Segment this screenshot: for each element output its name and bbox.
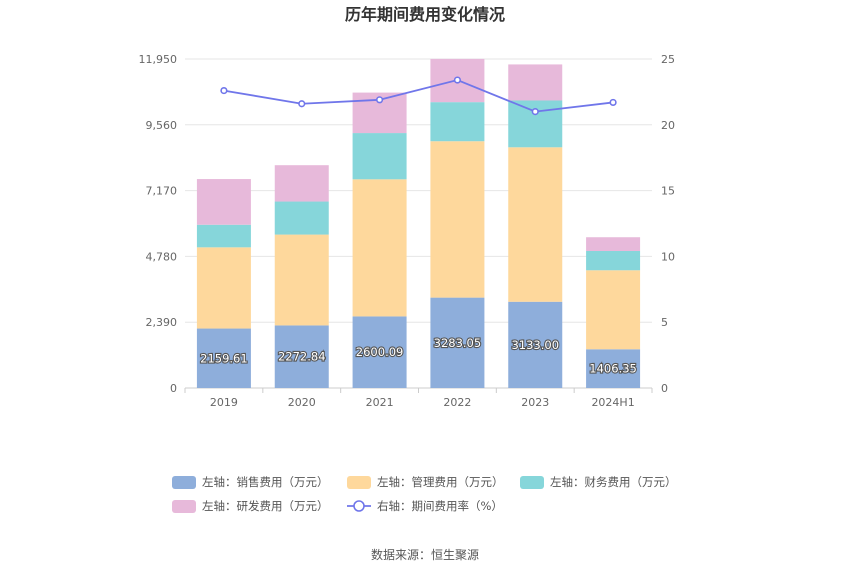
legend-label: 右轴：期间费用率（%）	[377, 499, 503, 513]
grid	[185, 58, 652, 389]
bar-segment	[352, 179, 407, 317]
bar-data-label: 1406.35	[589, 362, 637, 376]
bar-segment	[274, 165, 329, 202]
left-axis-tick: 2,390	[146, 316, 178, 329]
bar-segment	[274, 325, 329, 388]
legend-swatch	[347, 476, 371, 489]
bar-data-label: 2272.84	[278, 350, 326, 364]
bar-segment	[586, 237, 641, 251]
right-axis-tick: 25	[661, 53, 675, 66]
legend-swatch	[172, 476, 196, 489]
bar-segment	[196, 247, 251, 329]
left-axis-tick: 4,780	[146, 250, 178, 263]
axes: 0 0 2,390 5 4,780 10 7,170 15 9,560 20 11,950 25 201…	[139, 53, 676, 409]
bar-segment	[352, 133, 407, 180]
bar-segment	[586, 349, 641, 388]
x-axis-label: 2024H1	[591, 396, 634, 409]
source-note: 数据来源：恒生聚源	[371, 547, 479, 562]
legend-item[interactable]: 左轴：管理费用（万元）	[347, 475, 504, 489]
x-axis-label: 2023	[521, 396, 549, 409]
rate-line-point	[609, 98, 617, 107]
bar-segment	[196, 224, 251, 248]
right-axis-tick: 0	[661, 382, 668, 395]
bar-segment	[508, 147, 563, 302]
x-axis-label: 2021	[366, 396, 394, 409]
rate-line-point	[375, 96, 384, 104]
right-axis-tick: 15	[661, 185, 675, 198]
x-axis-label: 2020	[288, 396, 316, 409]
bars	[196, 58, 641, 388]
bar-data-label: 3283.05	[434, 336, 482, 350]
bar-segment	[352, 316, 407, 388]
rate-line	[220, 76, 617, 116]
left-axis-tick: 11,950	[139, 53, 178, 66]
right-axis-tick: 20	[661, 119, 675, 132]
left-axis-tick: 9,560	[146, 119, 178, 132]
bar-segment	[508, 301, 563, 388]
legend-label: 左轴：研发费用（万元）	[202, 499, 329, 513]
bar-segment	[274, 201, 329, 235]
legend-swatch	[520, 476, 544, 489]
legend-item[interactable]: 左轴：研发费用（万元）	[172, 499, 329, 513]
chart-title: 历年期间费用变化情况	[345, 5, 505, 24]
legend-label: 左轴：销售费用（万元）	[202, 475, 329, 489]
bar-segment	[196, 179, 251, 225]
legend-label: 左轴：管理费用（万元）	[377, 475, 504, 489]
legend-item[interactable]: 左轴：财务费用（万元）	[520, 475, 677, 489]
rate-line-point	[298, 100, 306, 108]
rate-line-point	[531, 108, 539, 116]
legend-swatch	[172, 500, 196, 513]
bar-segment	[586, 270, 641, 350]
bar-segment	[430, 102, 485, 142]
rate-line-point	[220, 86, 228, 95]
bar-segment	[508, 64, 563, 101]
rate-line-point	[453, 76, 462, 84]
legend-swatch-marker	[353, 500, 365, 512]
x-axis-label: 2019	[210, 396, 238, 409]
bar-segment	[274, 234, 329, 326]
bar-segment	[586, 250, 641, 271]
legend-label: 左轴：财务费用（万元）	[550, 475, 677, 489]
bar-data-label: 2159.61	[200, 351, 248, 365]
legend-item[interactable]: 右轴：期间费用率（%）	[347, 499, 503, 513]
legend-item[interactable]: 左轴：销售费用（万元）	[172, 475, 329, 489]
right-axis-tick: 5	[661, 316, 668, 329]
legend[interactable]: 左轴：销售费用（万元） 左轴：管理费用（万元） 左轴：财务费用（万元） 左轴：研发费用…	[172, 475, 677, 513]
right-axis-tick: 10	[661, 250, 675, 263]
data-labels: 2159.61 2272.84 2600.09 3283.05 3133.00 1406.…	[199, 335, 638, 377]
bar-segment	[196, 328, 251, 388]
bar-segment	[430, 297, 485, 388]
bar-segment	[508, 100, 563, 148]
x-axis-label: 2022	[443, 396, 471, 409]
left-axis-tick: 7,170	[146, 185, 178, 198]
left-axis-tick: 0	[170, 382, 177, 395]
rate-line-path	[223, 79, 614, 113]
bar-data-label: 3133.00	[511, 338, 559, 352]
bar-data-label: 2600.09	[356, 345, 404, 359]
bar-segment	[430, 141, 485, 298]
